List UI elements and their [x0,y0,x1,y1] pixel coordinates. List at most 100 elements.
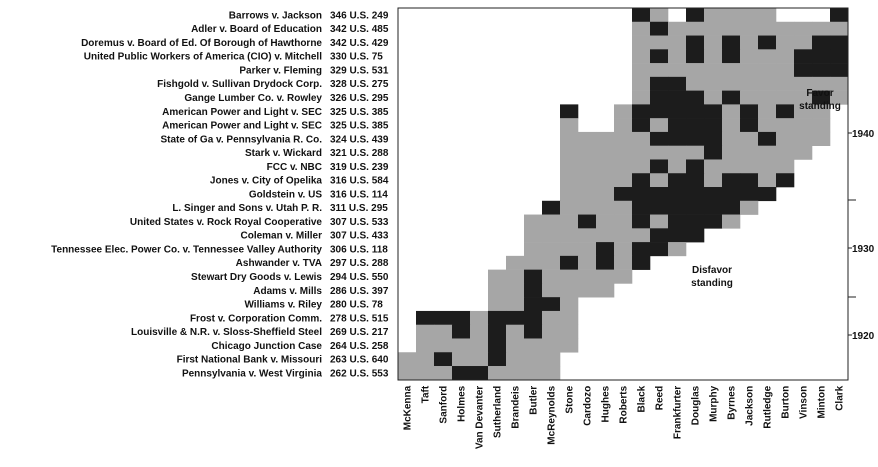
era-label: 1940 [852,129,875,140]
cell-favor [542,269,561,284]
cell-disfavor [614,187,633,202]
cell-favor [578,242,597,257]
justice-label: Sutherland [493,386,504,438]
cell-favor [416,352,435,367]
cell-disfavor [830,8,849,23]
cell-disfavor [524,297,543,312]
cell-favor [740,200,759,215]
cell-favor [776,159,795,174]
cell-favor [722,63,741,78]
justice-label: Black [637,385,648,412]
case-name-label: First National Bank v. Missouri [177,355,323,366]
case-citation-label: 297 U.S. 288 [330,258,389,269]
cell-disfavor [506,310,525,326]
justice-labels: McKenna Taft Sanford Holmes Van Devanter Suth… [403,385,846,449]
case-name-label: L. Singer and Sons v. Utah P. R. [172,203,322,214]
cell-disfavor [632,173,651,188]
cell-favor [488,269,507,284]
cell-favor [776,131,795,146]
cell-disfavor [632,200,651,215]
cell-favor [740,35,759,50]
cell-disfavor [452,366,471,381]
cell-disfavor [452,310,471,326]
cell-favor [560,187,579,202]
case-citation-label: 329 U.S. 531 [330,65,389,76]
cell-disfavor [668,228,687,243]
cell-favor [776,76,795,91]
case-citation-label: 316 U.S. 584 [330,176,389,187]
cell-disfavor [812,63,831,78]
cell-disfavor [776,173,795,188]
cell-favor [704,63,723,78]
justice-label: Murphy [709,385,720,422]
cell-favor [650,63,669,78]
case-citation-label: 286 U.S. 397 [330,286,389,297]
cell-favor [758,118,777,133]
cell-favor [524,214,543,229]
cell-favor [614,104,633,119]
cell-favor [758,145,777,160]
cell-disfavor [668,187,687,202]
cell-favor [596,131,615,146]
cell-disfavor [704,145,723,160]
cell-favor [506,366,525,381]
cell-favor [506,269,525,284]
cell-favor [740,76,759,91]
cell-favor [560,214,579,229]
cell-favor [704,49,723,64]
cell-disfavor [740,104,759,119]
cell-disfavor [632,242,651,257]
justice-label: Stone [565,385,576,413]
cell-favor [614,131,633,146]
cell-disfavor [416,310,435,326]
cell-favor [632,145,651,160]
era-axis: 1940 1930 1920 [848,129,875,342]
cell-favor [668,63,687,78]
cell-favor [560,118,579,133]
cell-disfavor [704,200,723,215]
cell-favor [812,131,831,146]
cell-favor [758,159,777,174]
cell-favor [470,338,489,353]
cell-favor [524,338,543,353]
cell-favor [560,145,579,160]
cell-disfavor [452,324,471,339]
cell-disfavor [668,173,687,188]
cell-disfavor [650,131,669,146]
case-name-label: Ashwander v. TVA [236,258,322,269]
cell-favor [416,366,435,381]
cell-favor [614,200,633,215]
cell-disfavor [632,214,651,229]
cell-favor [524,366,543,381]
cell-favor [578,187,597,202]
cell-favor [560,159,579,174]
cell-favor [398,366,417,381]
cell-favor [560,173,579,188]
cell-disfavor [704,104,723,119]
cell-favor [812,76,831,91]
cell-favor [506,283,525,298]
cell-favor [632,63,651,78]
cell-disfavor [560,104,579,119]
cell-favor [758,8,777,23]
justice-label: Frankfurter [673,386,684,439]
cell-disfavor [650,228,669,243]
case-citation-label: 321 U.S. 288 [330,148,389,159]
case-name-label: Tennessee Elec. Power Co. v. Tennessee V… [51,244,322,255]
cell-favor [470,310,489,326]
case-name-label: Jones v. City of Opelika [210,176,323,187]
cell-favor [560,338,579,353]
cell-disfavor [488,338,507,353]
cell-favor [614,255,633,270]
cell-favor [434,366,453,381]
cell-favor [740,49,759,64]
justice-label: Jackson [745,386,756,426]
case-name-label: Stark v. Wickard [245,148,322,159]
cell-favor [560,297,579,312]
cell-favor [830,76,849,91]
justice-label: Rutledge [763,385,774,428]
justice-label: Hughes [601,385,612,422]
cell-disfavor [632,187,651,202]
cell-favor [794,76,813,91]
